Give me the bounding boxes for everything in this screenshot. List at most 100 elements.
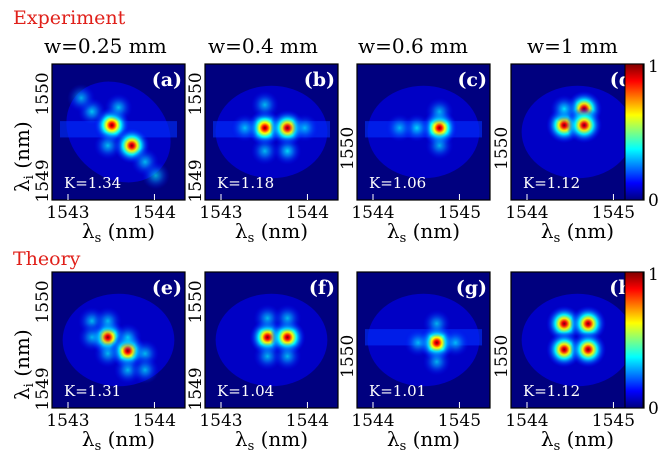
column-title-3: w=0.6 mm bbox=[358, 34, 468, 58]
heatmap-peak-b-6 bbox=[250, 137, 279, 166]
y-tick-label-b-0: 1550 bbox=[186, 72, 206, 115]
k-value-f: K=1.04 bbox=[217, 382, 274, 400]
x-tick-label-h-1: 1545 bbox=[592, 411, 635, 431]
column-title-1: w=0.25 mm bbox=[44, 34, 167, 58]
panel-tag-e: (e) bbox=[152, 277, 182, 299]
heatmap-peak-e-8 bbox=[131, 355, 160, 384]
x-axis-label-g: λs (nm) bbox=[387, 427, 460, 453]
y-tick-label-e-1: 1549 bbox=[33, 367, 53, 410]
panel-tag-b: (b) bbox=[304, 69, 335, 91]
experiment-label: Experiment bbox=[13, 7, 126, 29]
x-tick-label-b-1: 1544 bbox=[286, 203, 329, 223]
x-axis-label-a: λs (nm) bbox=[82, 219, 155, 246]
x-tick-label-g-1: 1545 bbox=[438, 411, 481, 431]
x-tick-label-c-1: 1545 bbox=[438, 203, 481, 223]
x-tick-label-f-0: 1543 bbox=[199, 411, 242, 431]
x-tick-label-h-0: 1544 bbox=[505, 411, 548, 431]
x-tick-label-f-1: 1544 bbox=[286, 411, 329, 431]
heatmap-panel-e: (e) K=1.31 1543 1544 1550 1549 λs (nm) bbox=[33, 271, 186, 453]
theory-label: Theory bbox=[13, 248, 81, 270]
heatmap-peak-f-2 bbox=[253, 304, 282, 333]
x-tick-label-g-0: 1544 bbox=[351, 411, 394, 431]
heatmap-peak-g-4 bbox=[441, 328, 470, 357]
x-axis-label-c: λs (nm) bbox=[387, 219, 460, 246]
heatmap-peak-d-3 bbox=[566, 107, 603, 144]
heatmap-peak-f-5 bbox=[273, 342, 302, 371]
y-tick-label-c-0: 1550 bbox=[338, 127, 358, 170]
panel-tag-c: (c) bbox=[457, 69, 487, 91]
x-axis-label-e: λs (nm) bbox=[82, 427, 155, 453]
y-tick-label-b-1: 1549 bbox=[186, 159, 206, 202]
panel-tag-g: (g) bbox=[456, 277, 487, 299]
k-value-h: K=1.12 bbox=[523, 382, 580, 400]
heatmap-peak-b-3 bbox=[250, 90, 279, 119]
k-value-g: K=1.01 bbox=[369, 382, 426, 400]
heatmap-peak-a-3 bbox=[104, 93, 133, 122]
y-tick-label-a-0: 1550 bbox=[33, 72, 53, 115]
heatmap-peak-h-3 bbox=[570, 331, 607, 368]
heatmap-peak-c-3 bbox=[425, 131, 454, 160]
heatmap-peak-g-3 bbox=[404, 328, 433, 357]
heatmap-panel-g: (g) K=1.01 1544 1545 1550 λs (nm) bbox=[338, 271, 491, 453]
y-tick-label-h-0: 1550 bbox=[492, 335, 512, 378]
column-title-4: w=1 mm bbox=[527, 34, 618, 58]
y-tick-label-e-0: 1550 bbox=[33, 280, 53, 323]
plot-frame bbox=[510, 271, 645, 409]
heatmap-peak-b-4 bbox=[230, 113, 259, 142]
heatmap-peak-g-1 bbox=[422, 309, 451, 338]
x-axis-label-f: λs (nm) bbox=[235, 427, 308, 453]
x-axis-label-b: λs (nm) bbox=[235, 219, 308, 246]
k-value-e: K=1.31 bbox=[64, 382, 121, 400]
plot-frame bbox=[356, 63, 491, 201]
heatmap-panel-f: (f) K=1.04 1543 1544 1550 1549 λs (nm) bbox=[186, 271, 339, 453]
plot-frame bbox=[51, 63, 186, 201]
colorbar-top-max: 1 bbox=[648, 57, 659, 77]
colorbar-bottom-max: 1 bbox=[648, 265, 659, 285]
x-tick-label-c-0: 1544 bbox=[351, 203, 394, 223]
y-tick-label-f-0: 1550 bbox=[186, 280, 206, 323]
heatmap-panel-a: (a) K=1.34 1543 1544 1550 1549 λs (nm) bbox=[33, 63, 186, 246]
panels: (a) K=1.34 1543 1544 1550 1549 λs (nm) (b) K=1.1… bbox=[33, 63, 645, 453]
colorbar-top-min: 0 bbox=[648, 191, 659, 211]
heatmap-peak-a-7 bbox=[141, 161, 170, 190]
x-tick-label-a-0: 1543 bbox=[46, 203, 89, 223]
heatmap-peak-a-4 bbox=[93, 131, 122, 160]
heatmap-panel-b: (b) K=1.18 1543 1544 1550 1549 λs (nm) bbox=[186, 63, 339, 246]
heatmap-peak-c-2 bbox=[425, 97, 454, 126]
y-axis-label-top: λi (nm) bbox=[10, 121, 37, 192]
y-tick-label-d-0: 1550 bbox=[492, 127, 512, 170]
x-tick-label-a-1: 1544 bbox=[133, 203, 176, 223]
colorbar-top: 1 0 bbox=[624, 57, 659, 211]
x-tick-label-e-1: 1544 bbox=[133, 411, 176, 431]
k-value-a: K=1.34 bbox=[64, 174, 121, 192]
heatmap-peak-g-2 bbox=[422, 347, 451, 376]
heatmap-peak-b-5 bbox=[290, 113, 319, 142]
x-axis-label-h: λs (nm) bbox=[541, 427, 614, 453]
plot-frame bbox=[204, 63, 339, 201]
plot-frame bbox=[204, 271, 339, 409]
y-axis-label-bottom: λi (nm) bbox=[10, 329, 37, 400]
heatmap-peak-f-4 bbox=[253, 342, 282, 371]
y-tick-label-f-1: 1549 bbox=[186, 367, 206, 410]
heatmap-peak-c-4 bbox=[385, 113, 414, 142]
x-tick-label-d-0: 1544 bbox=[505, 203, 548, 223]
plot-frame bbox=[510, 63, 645, 201]
plot-frame bbox=[51, 271, 186, 409]
heatmap-peak-f-3 bbox=[273, 304, 302, 333]
k-value-d: K=1.12 bbox=[523, 174, 580, 192]
heatmap-peak-a-6 bbox=[67, 84, 96, 112]
heatmap-peak-b-2 bbox=[273, 137, 302, 166]
x-tick-label-b-0: 1543 bbox=[199, 203, 242, 223]
k-value-c: K=1.06 bbox=[369, 174, 426, 192]
panel-tag-a: (a) bbox=[152, 69, 182, 91]
panel-tag-f: (f) bbox=[309, 277, 335, 299]
y-tick-label-g-0: 1550 bbox=[338, 335, 358, 378]
heatmap-panel-c: (c) K=1.06 1544 1545 1550 λs (nm) bbox=[338, 63, 491, 246]
x-tick-label-e-0: 1543 bbox=[46, 411, 89, 431]
heatmap-peak-h-1 bbox=[570, 305, 607, 342]
x-axis-label-d: λs (nm) bbox=[541, 219, 614, 246]
colorbar-bottom: 1 0 bbox=[624, 265, 659, 419]
